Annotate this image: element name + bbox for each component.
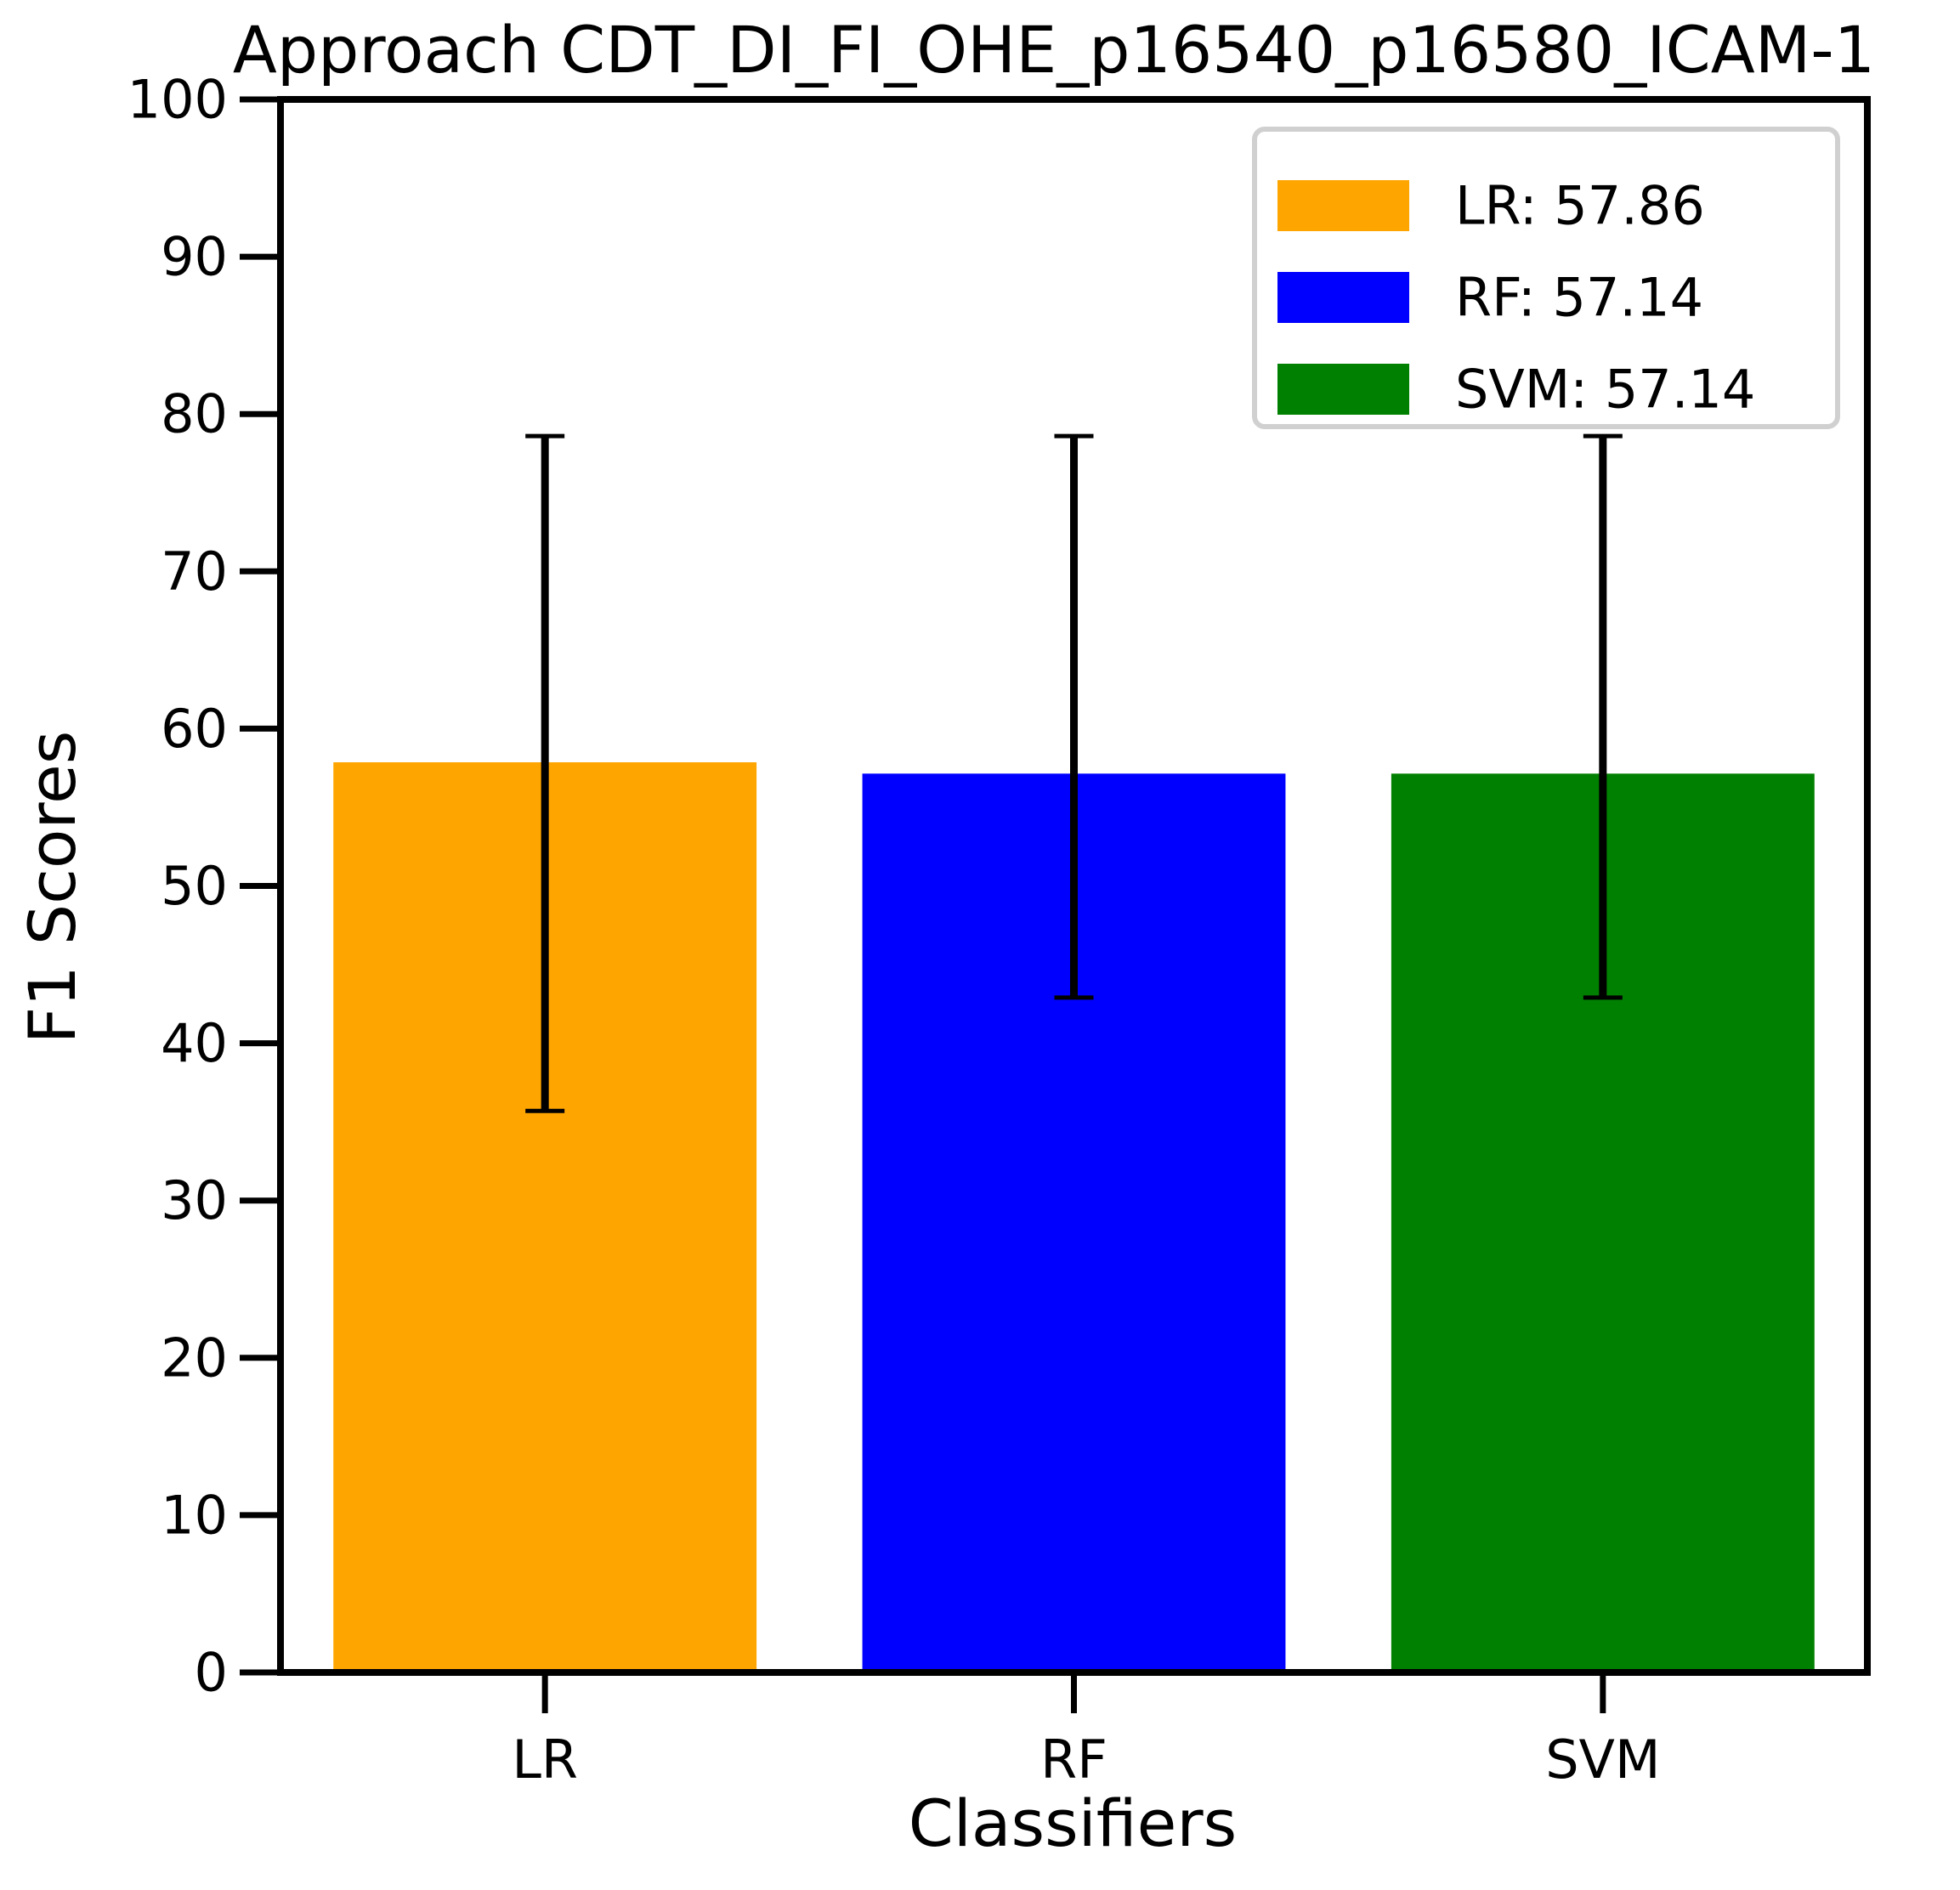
legend-label-svm: SVM: 57.14	[1455, 359, 1755, 421]
y-tick-label: 40	[161, 1012, 228, 1074]
y-tick-label: 60	[161, 698, 228, 760]
y-tick-label: 100	[127, 69, 228, 131]
y-tick-label: 30	[161, 1169, 228, 1231]
x-tick-label: SVM	[1545, 1729, 1660, 1791]
y-tick-label: 80	[161, 383, 228, 445]
y-tick-label: 0	[195, 1642, 228, 1704]
x-tick-label: RF	[1040, 1729, 1107, 1791]
x-tick-label: LR	[512, 1729, 578, 1791]
y-tick-label: 90	[161, 226, 228, 288]
legend-swatch-lr	[1277, 180, 1409, 231]
chart-title: Approach CDT_DI_FI_OHE_p16540_p16580_ICA…	[233, 12, 1875, 88]
legend-swatch-svm	[1277, 364, 1409, 415]
legend-label-lr: LR: 57.86	[1455, 175, 1705, 237]
y-tick-label: 50	[161, 855, 228, 917]
y-tick-label: 20	[161, 1327, 228, 1389]
x-axis-label: Classifiers	[909, 1785, 1238, 1861]
y-axis-label: F1 Scores	[14, 731, 90, 1044]
legend-swatch-rf	[1277, 272, 1409, 323]
y-tick-label: 10	[161, 1484, 228, 1546]
y-tick-label: 70	[161, 540, 228, 603]
legend-label-rf: RF: 57.14	[1455, 267, 1703, 329]
